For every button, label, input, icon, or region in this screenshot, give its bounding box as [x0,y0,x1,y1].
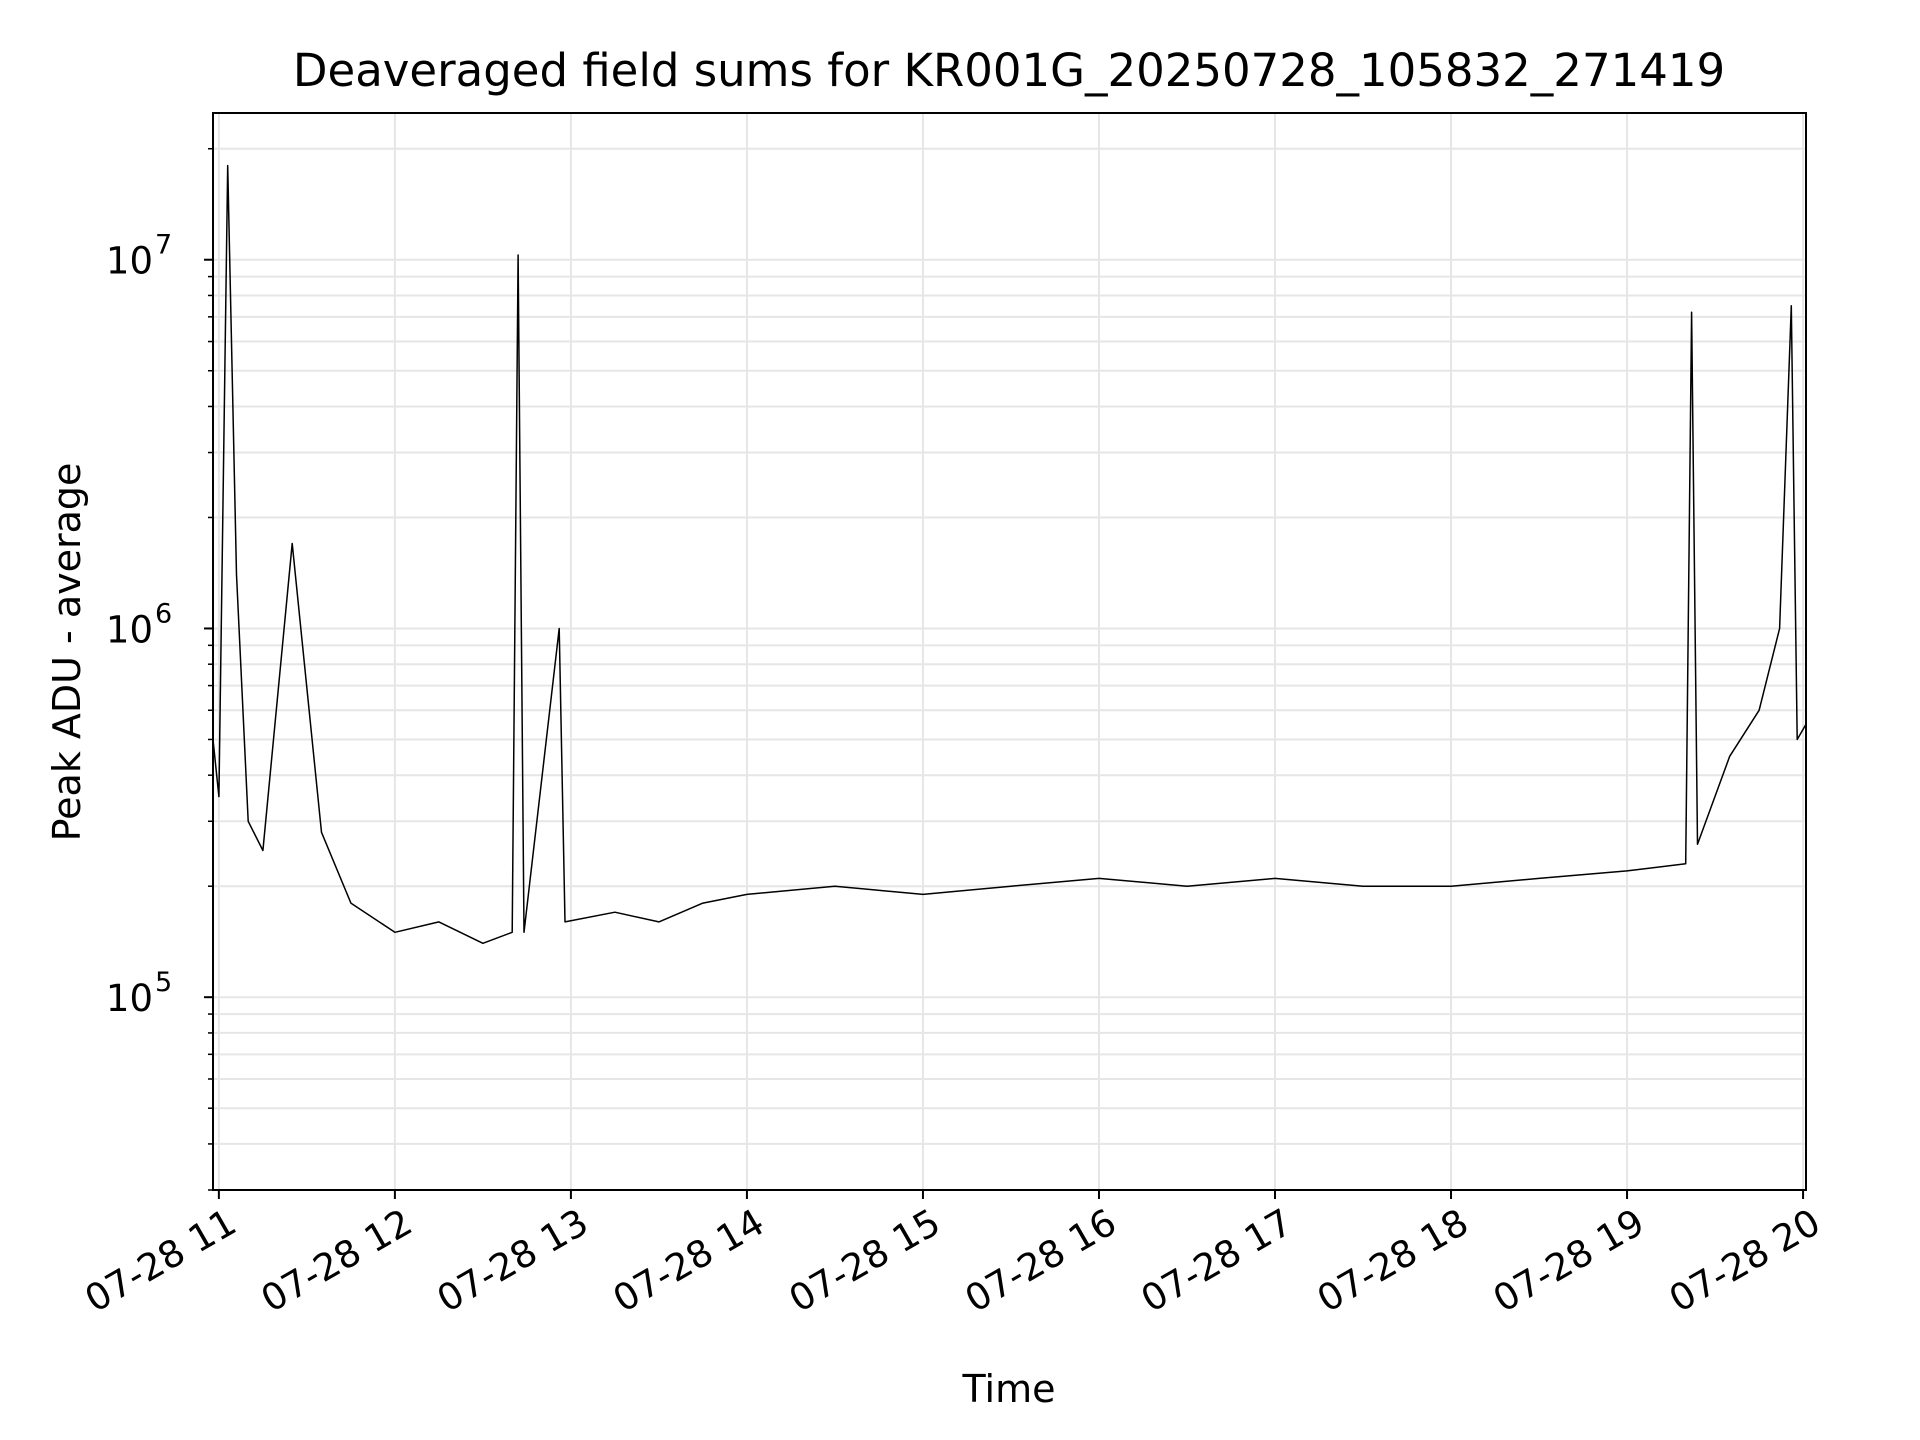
y-tick-label-exponent: 6 [155,598,172,629]
grid [213,113,1806,1191]
y-tick-label: 10 [106,240,153,283]
y-tick-label-exponent: 7 [155,230,172,261]
y-tick-label: 10 [106,608,153,651]
axes-frame [212,112,1807,1191]
y-tick-label: 10 [106,977,153,1020]
x-axis-label: Time [962,1367,1056,1411]
plot-area [212,164,1807,945]
y-tick-label-exponent: 5 [155,967,172,998]
series-line [212,164,1807,945]
chart-title: Deaveraged field sums for KR001G_2025072… [293,44,1725,97]
y-axis-label: Peak ADU - average [45,463,89,842]
